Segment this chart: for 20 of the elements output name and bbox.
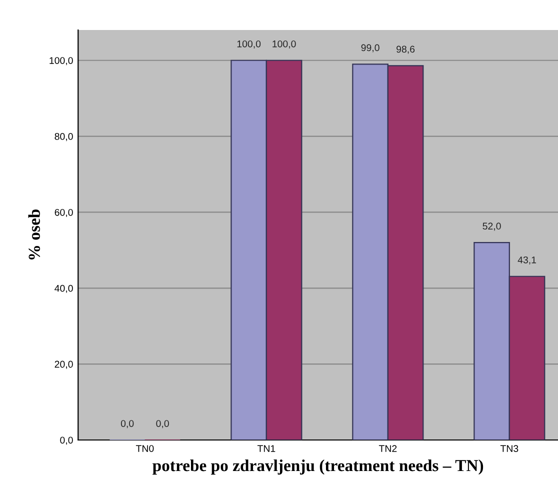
y-tick-label: 80,0 bbox=[54, 133, 73, 142]
x-axis-title: potrebe po zdravljenju (treatment needs – TN) bbox=[152, 459, 484, 475]
y-tick-label: 100,0 bbox=[50, 57, 73, 66]
data-label: 0,0 bbox=[156, 420, 169, 428]
data-label: 100,0 bbox=[237, 40, 261, 48]
y-tick-label: 20,0 bbox=[54, 360, 73, 369]
y-tick-label: 40,0 bbox=[54, 284, 73, 293]
data-label: 98,6 bbox=[396, 46, 415, 54]
data-label: 52,0 bbox=[482, 222, 501, 231]
data-label: 43,1 bbox=[518, 256, 536, 264]
data-label: 100,0 bbox=[272, 40, 296, 48]
data-label: 99,0 bbox=[361, 44, 380, 52]
x-tick-label: TN1 bbox=[257, 445, 276, 452]
y-axis-title: % oseb bbox=[28, 210, 40, 260]
y-tick-label: 60,0 bbox=[54, 208, 73, 217]
x-tick-label: TN2 bbox=[378, 445, 397, 452]
x-tick-label: TN3 bbox=[500, 445, 518, 452]
x-tick-label: TN0 bbox=[136, 445, 154, 452]
data-label: 0,0 bbox=[120, 420, 134, 428]
y-tick-label: 0,0 bbox=[60, 436, 73, 445]
